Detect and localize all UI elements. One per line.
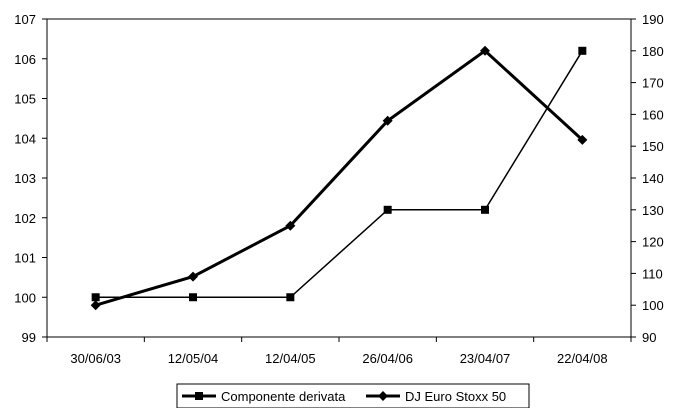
data-point-diamond xyxy=(480,45,490,56)
data-point-square xyxy=(189,293,197,302)
data-point-square xyxy=(481,205,489,214)
data-point-diamond xyxy=(90,300,101,311)
x-tick-label: 22/04/08 xyxy=(557,351,608,366)
right-tick-label: 120 xyxy=(642,235,664,250)
right-tick-label: 160 xyxy=(642,107,664,122)
right-tick-label: 130 xyxy=(642,203,664,218)
data-point-square xyxy=(91,293,100,302)
x-tick-label: 26/04/06 xyxy=(362,351,413,366)
right-y-axis: 90 100 110 120 130 140 150 160 170 180 190 xyxy=(631,12,664,345)
legend-item-dj-euro-stoxx-50: DJ Euro Stoxx 50 xyxy=(366,389,506,404)
left-tick-label: 100 xyxy=(14,290,36,305)
data-point-diamond xyxy=(188,271,198,282)
plot-border xyxy=(46,18,632,338)
right-tick-label: 180 xyxy=(642,44,664,59)
x-tick-label: 12/04/05 xyxy=(265,351,316,366)
left-tick-label: 103 xyxy=(14,171,36,186)
series-line-componente-derivata xyxy=(95,50,583,298)
right-tick-label: 110 xyxy=(642,266,663,281)
plot-area xyxy=(46,18,632,338)
series-dj-euro-stoxx-50 xyxy=(90,45,588,311)
x-axis: 30/06/03 12/05/04 12/04/05 26/04/06 23/04/07… xyxy=(46,337,632,366)
right-tick-label: 190 xyxy=(642,12,664,27)
legend-label-componente-derivata: Componente derivata xyxy=(221,389,346,404)
legend-diamond-marker xyxy=(378,391,388,401)
data-point-square xyxy=(286,293,295,302)
data-point-square xyxy=(383,205,392,214)
legend-label-dj-euro-stoxx-50: DJ Euro Stoxx 50 xyxy=(405,389,506,404)
legend-box xyxy=(176,383,530,408)
left-tick-label: 102 xyxy=(14,211,36,226)
right-tick-label: 170 xyxy=(642,76,664,91)
series-layer xyxy=(90,45,588,311)
left-tick-label: 99 xyxy=(22,330,36,345)
left-tick-label: 104 xyxy=(14,131,36,146)
right-tick-label: 150 xyxy=(642,139,664,154)
x-tick-label: 30/06/03 xyxy=(70,351,121,366)
left-tick-label: 106 xyxy=(14,52,36,67)
series-componente-derivata xyxy=(91,46,587,302)
left-y-axis: 99 100 101 102 103 104 105 106 107 xyxy=(14,12,47,345)
right-tick-label: 140 xyxy=(642,171,664,186)
data-point-square xyxy=(578,46,587,55)
left-tick-label: 105 xyxy=(14,92,36,107)
data-point-diamond xyxy=(382,115,393,126)
right-tick-label: 100 xyxy=(642,298,664,313)
series-line-dj-euro-stoxx-50 xyxy=(95,48,584,307)
data-point-diamond xyxy=(285,220,296,231)
left-tick-label: 107 xyxy=(14,12,36,27)
data-point-diamond xyxy=(577,134,588,145)
left-tick-label: 101 xyxy=(14,251,36,266)
legend-item-componente-derivata: Componente derivata xyxy=(182,389,346,404)
x-tick-label: 12/05/04 xyxy=(168,351,219,366)
right-tick-label: 90 xyxy=(642,330,656,345)
legend: Componente derivata DJ Euro Stoxx 50 xyxy=(176,383,530,408)
x-tick-label: 23/04/07 xyxy=(460,351,511,366)
legend-square-marker xyxy=(195,392,203,400)
